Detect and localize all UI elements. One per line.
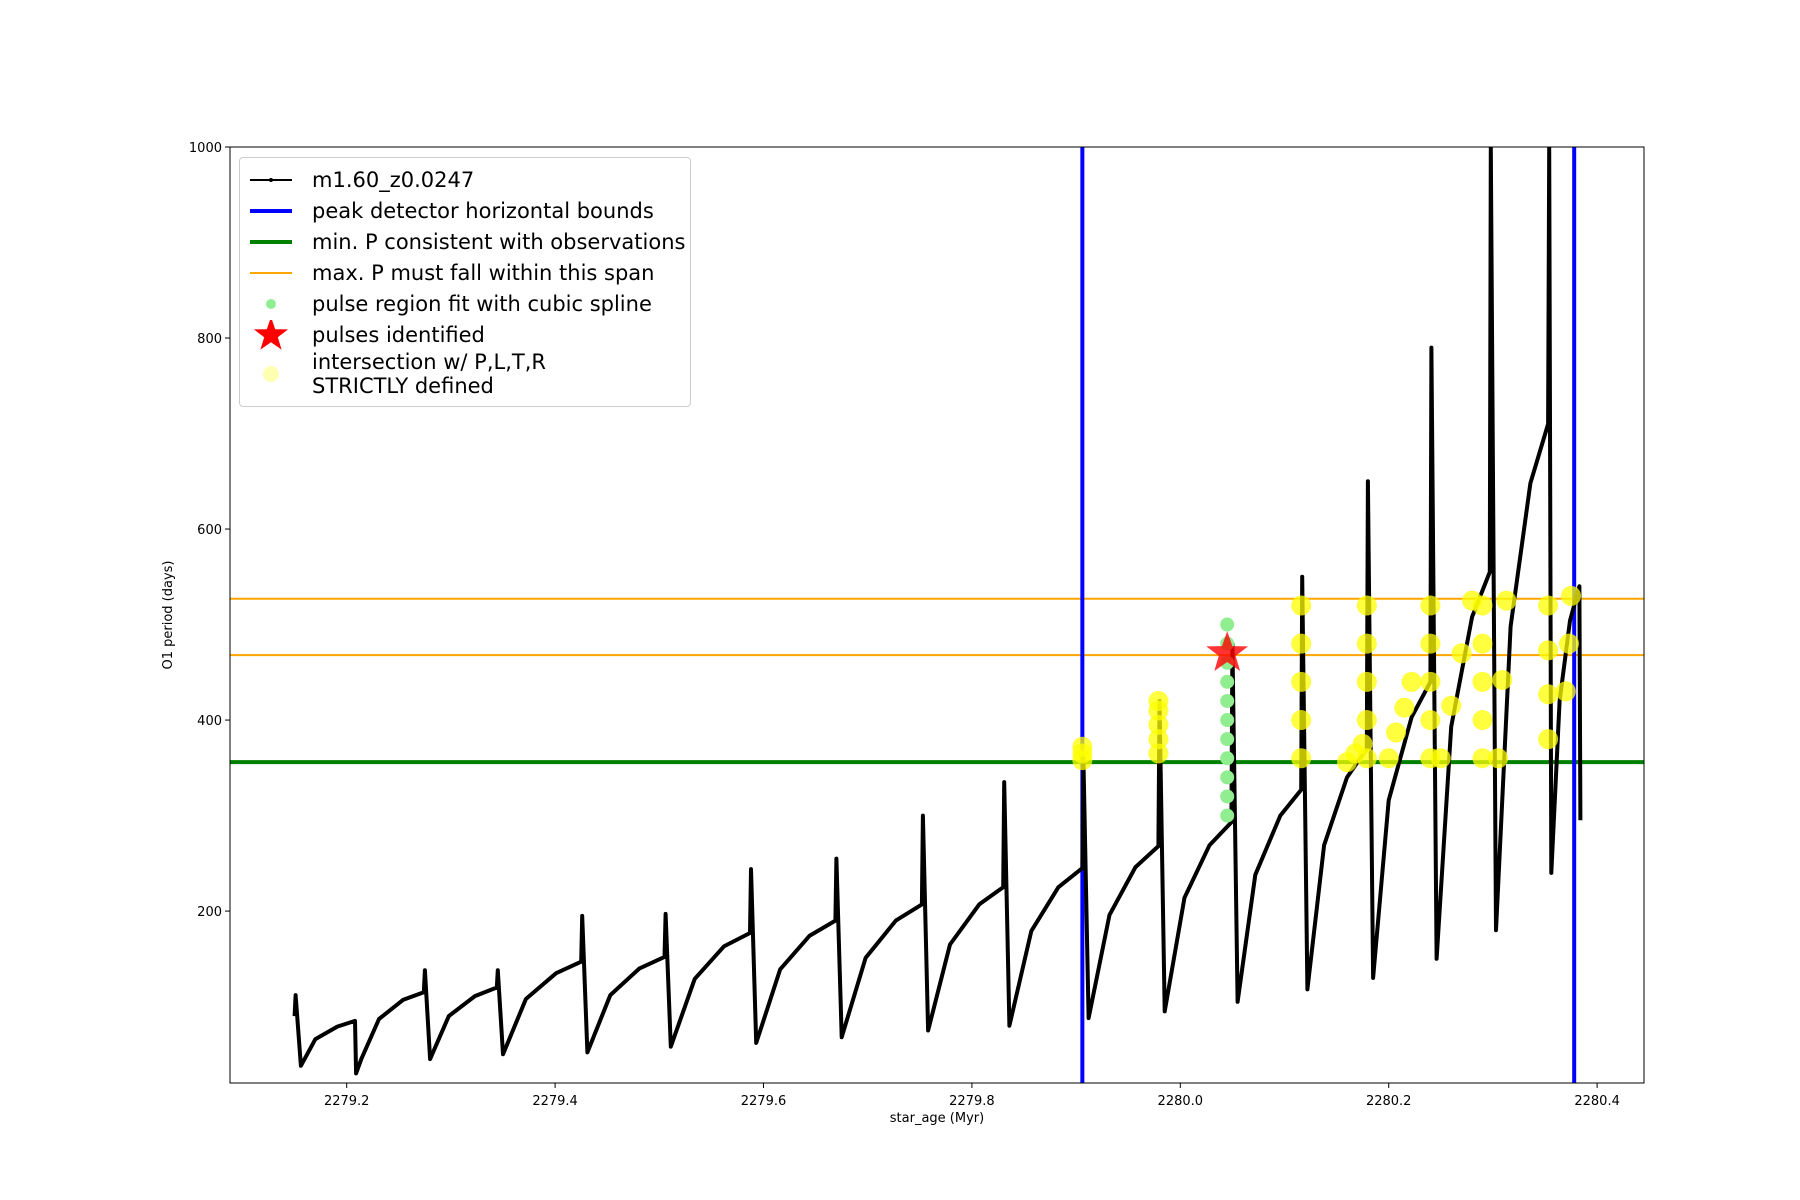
scatter-point	[1538, 729, 1559, 750]
scatter-point	[1558, 633, 1579, 654]
legend-dot	[266, 298, 276, 309]
scatter-point	[1420, 633, 1441, 654]
scatter-point	[1148, 743, 1169, 764]
legend-entry: peak detector horizontal bounds	[240, 195, 690, 226]
x-tick-label: 2279.4	[532, 1094, 578, 1109]
x-axis-label: star_age (Myr)	[890, 1111, 984, 1126]
legend-label: min. P consistent with observations	[312, 229, 686, 254]
legend-handle	[253, 319, 289, 350]
axes-frame	[229, 146, 1645, 1084]
scatter-point	[1356, 633, 1377, 654]
scatter-point	[1401, 671, 1422, 692]
legend-handle	[263, 366, 279, 382]
legend-handle	[250, 239, 292, 244]
scatter-point	[1538, 684, 1559, 705]
scatter-point	[1420, 595, 1441, 616]
scatter-point	[1538, 595, 1559, 616]
scatter-point	[1220, 693, 1235, 708]
legend-entry: pulse region fit with cubic spline	[240, 288, 690, 319]
x-tick-label: 2280.4	[1574, 1094, 1620, 1109]
legend-entry: m1.60_z0.0247	[240, 164, 690, 195]
legend-entry: max. P must fall within this span	[240, 257, 690, 288]
x-tick-label: 2280.0	[1158, 1094, 1204, 1109]
legend-handle	[250, 208, 292, 213]
scatter-point	[1220, 808, 1235, 823]
scatter-point	[1420, 710, 1441, 731]
scatter-point	[1291, 595, 1312, 616]
scatter-point	[1220, 713, 1235, 728]
scatter-point	[1386, 722, 1407, 743]
scatter-point	[1220, 751, 1235, 766]
x-tick-label: 2279.8	[949, 1094, 995, 1109]
scatter-point	[1472, 710, 1493, 731]
scatter-point	[1220, 770, 1235, 785]
legend-entry: pulses identified	[240, 319, 690, 350]
legend-label: m1.60_z0.0247	[312, 167, 475, 192]
legend-handle	[250, 271, 292, 274]
x-tick-label: 2279.2	[324, 1094, 370, 1109]
scatter-point	[1148, 714, 1169, 735]
scatter-point	[1394, 697, 1415, 718]
legend-label: pulse region fit with cubic spline	[312, 291, 652, 316]
y-tick-label: 800	[197, 332, 222, 347]
scatter-point	[1356, 748, 1377, 769]
legend-star	[253, 319, 289, 350]
scatter-point	[1291, 748, 1312, 769]
scatter-point	[1148, 690, 1169, 711]
scatter-point	[1441, 695, 1462, 716]
scatter-point	[1451, 643, 1472, 664]
scatter-point	[1356, 710, 1377, 731]
scatter-point	[1420, 671, 1441, 692]
star-marker	[1206, 631, 1249, 671]
scatter-point	[1538, 640, 1559, 661]
legend-handle	[250, 177, 292, 182]
legend-entry: intersection w/ P,L,T,R STRICTLY defined	[240, 350, 690, 398]
scatter-point	[1472, 595, 1493, 616]
scatter-point	[1555, 681, 1576, 702]
x-tick-label: 2280.2	[1366, 1094, 1412, 1109]
scatter-point	[1220, 674, 1235, 689]
scatter-point	[1220, 789, 1235, 804]
scatter-point	[1472, 633, 1493, 654]
y-tick-label: 600	[197, 523, 222, 538]
scatter-point	[1472, 748, 1493, 769]
scatter-point	[1356, 595, 1377, 616]
scatter-point	[1220, 732, 1235, 747]
legend-handle	[266, 298, 276, 309]
scatter-point	[1072, 736, 1093, 757]
x-tick-label: 2279.6	[741, 1094, 787, 1109]
data-line	[292, 147, 1583, 1076]
y-tick-label: 200	[197, 905, 222, 920]
scatter-point	[1430, 748, 1451, 769]
legend-label: max. P must fall within this span	[312, 260, 655, 285]
legend-dot	[269, 177, 273, 182]
y-axis-label: O1 period (days)	[161, 560, 176, 669]
legend-entry: min. P consistent with observations	[240, 226, 690, 257]
y-tick-label: 400	[197, 714, 222, 729]
scatter-point	[1472, 671, 1493, 692]
scatter-point	[1561, 585, 1582, 606]
legend-label: pulses identified	[312, 322, 485, 347]
scatter-point	[1220, 617, 1235, 632]
legend-label: peak detector horizontal bounds	[312, 198, 654, 223]
legend-label: intersection w/ P,L,T,R STRICTLY defined	[312, 350, 546, 398]
scatter-point	[1291, 710, 1312, 731]
y-tick-label: 1000	[189, 141, 222, 156]
scatter-point	[1291, 633, 1312, 654]
scatter-point	[1148, 729, 1169, 750]
scatter-point	[1291, 671, 1312, 692]
scatter-point	[1356, 671, 1377, 692]
scatter-point	[1496, 590, 1517, 611]
scatter-point	[1378, 748, 1399, 769]
plot-area	[230, 147, 1644, 1083]
legend-dot	[263, 366, 279, 382]
scatter-point	[1492, 669, 1513, 690]
scatter-point	[1488, 748, 1509, 769]
